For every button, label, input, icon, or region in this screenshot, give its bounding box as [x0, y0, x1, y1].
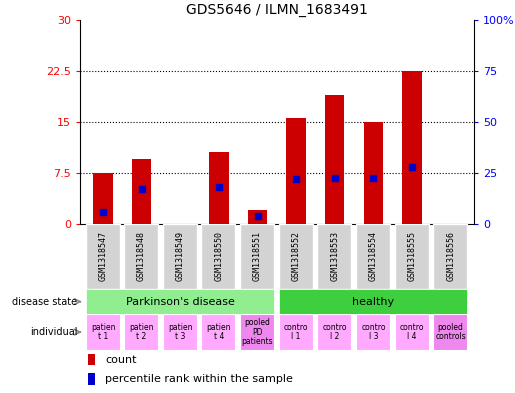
Text: Parkinson's disease: Parkinson's disease: [126, 297, 235, 307]
Bar: [209, 152, 229, 224]
Text: healthy: healthy: [352, 297, 394, 307]
Text: percentile rank within the sample: percentile rank within the sample: [106, 374, 294, 384]
Text: individual: individual: [30, 327, 77, 337]
Text: contro
l 3: contro l 3: [361, 323, 386, 342]
Text: contro
l 4: contro l 4: [400, 323, 424, 342]
Text: GSM1318552: GSM1318552: [291, 231, 301, 281]
Bar: [163, 314, 197, 350]
Bar: [248, 210, 267, 224]
Text: GSM1318550: GSM1318550: [214, 231, 224, 281]
Bar: [325, 95, 345, 224]
Bar: [240, 224, 274, 289]
Text: pooled
controls: pooled controls: [435, 323, 466, 342]
Bar: [279, 289, 467, 314]
Bar: [356, 224, 390, 289]
Bar: [85, 224, 119, 289]
Bar: [201, 314, 235, 350]
Bar: [433, 314, 467, 350]
Bar: [93, 173, 113, 224]
Bar: [201, 224, 235, 289]
Text: contro
l 2: contro l 2: [322, 323, 347, 342]
Text: patien
t 2: patien t 2: [129, 323, 154, 342]
Bar: [286, 118, 306, 224]
Text: patien
t 4: patien t 4: [207, 323, 231, 342]
Bar: [240, 314, 274, 350]
Bar: [317, 314, 351, 350]
Bar: [132, 159, 151, 224]
Text: GSM1318553: GSM1318553: [330, 231, 339, 281]
Bar: [356, 314, 390, 350]
Text: GSM1318549: GSM1318549: [176, 231, 185, 281]
Text: contro
l 1: contro l 1: [284, 323, 308, 342]
Bar: [85, 289, 274, 314]
Title: GDS5646 / ILMN_1683491: GDS5646 / ILMN_1683491: [186, 3, 368, 17]
Bar: [88, 373, 95, 385]
Text: GSM1318551: GSM1318551: [253, 231, 262, 281]
Bar: [279, 314, 313, 350]
Text: patien
t 3: patien t 3: [168, 323, 193, 342]
Bar: [124, 314, 158, 350]
Bar: [317, 224, 351, 289]
Bar: [124, 224, 158, 289]
Bar: [88, 354, 95, 365]
Bar: [394, 224, 428, 289]
Text: GSM1318548: GSM1318548: [137, 231, 146, 281]
Text: GSM1318555: GSM1318555: [407, 231, 417, 281]
Text: GSM1318554: GSM1318554: [369, 231, 378, 281]
Text: GSM1318547: GSM1318547: [98, 231, 108, 281]
Text: disease state: disease state: [12, 297, 77, 307]
Bar: [364, 122, 383, 224]
Text: count: count: [106, 354, 137, 365]
Bar: [402, 71, 422, 224]
Bar: [394, 314, 428, 350]
Bar: [85, 314, 119, 350]
Bar: [433, 224, 467, 289]
Bar: [163, 224, 197, 289]
Text: patien
t 1: patien t 1: [91, 323, 115, 342]
Text: pooled
PD
patients: pooled PD patients: [242, 318, 273, 346]
Text: GSM1318556: GSM1318556: [446, 231, 455, 281]
Bar: [279, 224, 313, 289]
